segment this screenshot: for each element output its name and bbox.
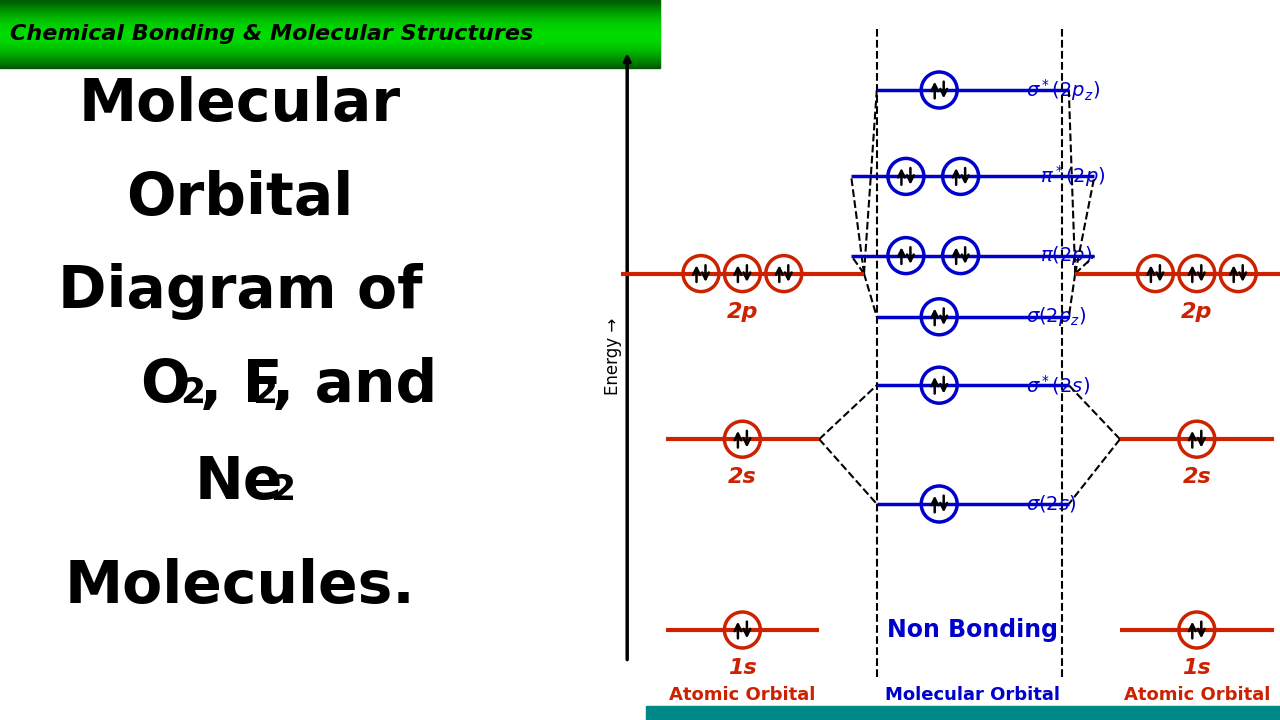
- Bar: [0, 13, 660, 14]
- Bar: [0, 5, 660, 6]
- Bar: [0, 64, 660, 65]
- Text: 2p: 2p: [1181, 302, 1212, 322]
- Bar: [0, 59, 660, 60]
- Bar: [646, 706, 1280, 720]
- Bar: [0, 63, 660, 64]
- Bar: [0, 11, 660, 12]
- Bar: [0, 15, 660, 16]
- Bar: [0, 51, 660, 52]
- Bar: [0, 26, 660, 27]
- Bar: [0, 19, 660, 20]
- Text: 2s: 2s: [1183, 467, 1211, 487]
- Bar: [0, 40, 660, 41]
- Text: Chemical Bonding & Molecular Structures: Chemical Bonding & Molecular Structures: [10, 24, 534, 44]
- Bar: [0, 66, 660, 67]
- Bar: [0, 32, 660, 33]
- Bar: [0, 43, 660, 44]
- Bar: [0, 50, 660, 51]
- Bar: [0, 45, 660, 46]
- Text: $\pi^*(2p)$: $\pi^*(2p)$: [1039, 163, 1106, 189]
- Bar: [0, 38, 660, 39]
- Bar: [0, 41, 660, 42]
- Bar: [0, 3, 660, 4]
- Text: $\sigma(2s)$: $\sigma(2s)$: [1025, 493, 1076, 515]
- Text: 2: 2: [270, 474, 296, 508]
- Bar: [0, 7, 660, 8]
- Text: Atomic Orbital: Atomic Orbital: [1124, 685, 1270, 704]
- Bar: [0, 9, 660, 10]
- Bar: [0, 52, 660, 53]
- Bar: [0, 21, 660, 22]
- Text: Molecular: Molecular: [79, 76, 401, 133]
- Bar: [0, 42, 660, 43]
- Text: Diagram of: Diagram of: [58, 263, 422, 320]
- Bar: [0, 34, 660, 35]
- Bar: [0, 2, 660, 3]
- Text: $\pi(2p)$: $\pi(2p)$: [1039, 244, 1092, 267]
- Bar: [0, 12, 660, 13]
- Text: 1s: 1s: [1183, 658, 1211, 678]
- Bar: [0, 10, 660, 11]
- Text: Energy →: Energy →: [604, 318, 622, 395]
- Bar: [0, 0, 660, 1]
- Bar: [0, 67, 660, 68]
- Bar: [0, 54, 660, 55]
- Text: O: O: [140, 356, 189, 414]
- Bar: [0, 57, 660, 58]
- Text: , and: , and: [273, 356, 438, 414]
- Bar: [0, 35, 660, 36]
- Bar: [0, 24, 660, 25]
- Bar: [0, 17, 660, 18]
- Text: Molecules.: Molecules.: [65, 558, 415, 616]
- Bar: [0, 20, 660, 21]
- Bar: [0, 37, 660, 38]
- Bar: [0, 60, 660, 61]
- Bar: [0, 55, 660, 56]
- Bar: [0, 62, 660, 63]
- Text: Ne: Ne: [195, 454, 283, 511]
- Bar: [0, 6, 660, 7]
- Text: Non Bonding: Non Bonding: [887, 618, 1059, 642]
- Bar: [0, 28, 660, 29]
- Bar: [0, 48, 660, 49]
- Text: , F: , F: [200, 356, 283, 414]
- Bar: [0, 53, 660, 54]
- Bar: [0, 58, 660, 59]
- Text: $\sigma^*(2s)$: $\sigma^*(2s)$: [1025, 373, 1089, 397]
- Bar: [0, 18, 660, 19]
- Bar: [0, 23, 660, 24]
- Bar: [0, 47, 660, 48]
- Bar: [0, 14, 660, 15]
- Bar: [0, 49, 660, 50]
- Text: 1s: 1s: [728, 658, 756, 678]
- Bar: [0, 4, 660, 5]
- Bar: [0, 8, 660, 9]
- Bar: [0, 33, 660, 34]
- Bar: [0, 22, 660, 23]
- Bar: [0, 30, 660, 31]
- Text: Molecular Orbital: Molecular Orbital: [886, 685, 1060, 704]
- Text: 2p: 2p: [727, 302, 758, 322]
- Text: 2: 2: [180, 376, 205, 410]
- Bar: [0, 29, 660, 30]
- Bar: [0, 25, 660, 26]
- Text: 2: 2: [252, 376, 278, 410]
- Text: $\sigma^*(2p_z)$: $\sigma^*(2p_z)$: [1025, 77, 1100, 103]
- Bar: [0, 36, 660, 37]
- Bar: [0, 1, 660, 2]
- Bar: [0, 31, 660, 32]
- Text: $\sigma(2p_z)$: $\sigma(2p_z)$: [1025, 305, 1085, 328]
- Bar: [0, 65, 660, 66]
- Bar: [0, 44, 660, 45]
- Bar: [0, 61, 660, 62]
- Bar: [0, 27, 660, 28]
- Bar: [0, 39, 660, 40]
- Text: Atomic Orbital: Atomic Orbital: [669, 685, 815, 704]
- Text: Orbital: Orbital: [127, 169, 353, 227]
- Bar: [0, 46, 660, 47]
- Bar: [0, 56, 660, 57]
- Bar: [0, 16, 660, 17]
- Text: 2s: 2s: [728, 467, 756, 487]
